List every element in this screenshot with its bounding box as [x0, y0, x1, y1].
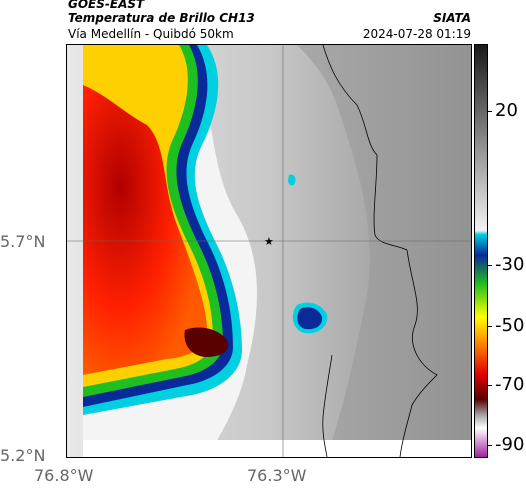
satellite-map[interactable]: ★ — [66, 44, 472, 458]
colorbar-label: -50 — [495, 315, 525, 336]
product-subtitle: Temperatura de Brillo CH13 — [68, 11, 255, 25]
colorbar-label: 20 — [495, 100, 518, 121]
dark-red-core — [184, 327, 229, 357]
x-tick-label: 76.3°W — [247, 466, 307, 485]
colorbar-tick — [487, 326, 492, 327]
colorbar-gradient — [475, 45, 487, 457]
blue-cell — [297, 307, 323, 330]
timestamp-label: 2024-07-28 01:19 — [362, 27, 471, 41]
colorbar-tick — [487, 445, 492, 446]
colorbar-label: -30 — [495, 254, 525, 275]
satellite-image: ★ — [67, 45, 471, 457]
product-title: GOES-EAST — [68, 0, 145, 11]
colorbar-label: -70 — [495, 374, 525, 395]
bottom-margin — [83, 440, 471, 457]
warm-ground-area — [297, 45, 471, 457]
colorbar-label: -90 — [495, 434, 525, 455]
border-line-secondary — [322, 354, 333, 457]
credit-label: SIATA — [433, 11, 471, 25]
red-core — [83, 85, 207, 375]
border-line — [322, 45, 438, 457]
colorbar-tick — [487, 385, 492, 386]
colorbar — [474, 44, 488, 458]
x-tick-label: 76.8°W — [34, 466, 94, 485]
y-tick-label: 5.7°N — [0, 232, 46, 251]
small-cyan-cell — [288, 174, 296, 186]
colorbar-tick — [487, 265, 492, 266]
region-label: Vía Medellín - Quibdó 50km — [68, 27, 234, 41]
colorbar-tick — [487, 111, 492, 112]
y-tick-label: 5.2°N — [0, 446, 46, 465]
star-icon: ★ — [264, 235, 274, 248]
